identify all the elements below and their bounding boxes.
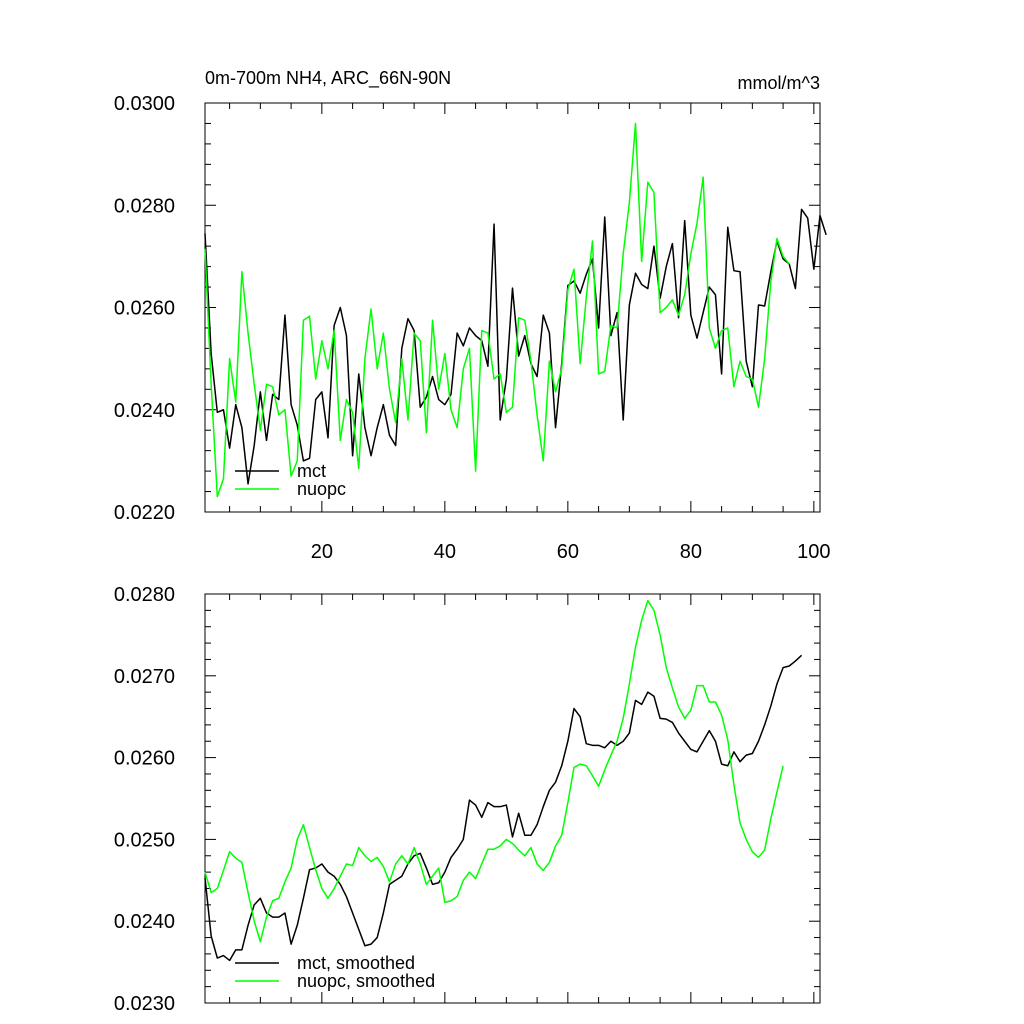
legend-label: nuopc, smoothed [297,971,435,991]
y-tick-label: 0.0280 [114,195,175,217]
plot-frame [204,593,821,1004]
y-tick-label: 0.0300 [114,93,175,115]
top-units: mmol/m^3 [738,73,820,93]
legend-label: mct, smoothed [297,953,415,973]
bottom-panel: 0.0230 0.0240 0.0250 0.0260 0.0270 0.0280 mct,… [114,584,821,1015]
bottom-plot-area: 0.0230 0.0240 0.0250 0.0260 0.0270 0.0280 mct,… [114,584,821,1015]
series-line-nuopc [204,122,790,498]
legend-label: nuopc [297,479,346,499]
top-title: 0m-700m NH4, ARC_66N-90N [205,68,451,89]
x-tick-label: 20 [311,541,333,563]
x-tick-label: 40 [434,541,456,563]
y-tick-label: 0.0270 [114,666,175,688]
x-tick-label: 80 [680,541,702,563]
y-tick-label: 0.0220 [114,502,175,524]
y-tick-label: 0.0250 [114,829,175,851]
series-line-nuopc-smoothed [204,599,784,943]
top-panel: 0m-700m NH4, ARC_66N-90N mmol/m^3 0.0220… [114,68,831,563]
series-line-mct-smoothed [204,654,803,962]
y-tick-label: 0.0240 [114,400,175,422]
top-plot-area: 0.0220 0.0240 0.0260 0.0280 0.0300 20 40 60 80 10… [114,93,831,563]
y-tick-label: 0.0260 [114,748,175,770]
y-tick-label: 0.0240 [114,911,175,933]
series-line-mct [204,208,827,485]
legend-label: mct [297,461,326,481]
x-tick-label: 60 [557,541,579,563]
x-tick-label: 100 [797,541,830,563]
y-tick-label: 0.0260 [114,298,175,320]
y-tick-label: 0.0280 [114,584,175,606]
y-tick-label: 0.0230 [114,993,175,1015]
